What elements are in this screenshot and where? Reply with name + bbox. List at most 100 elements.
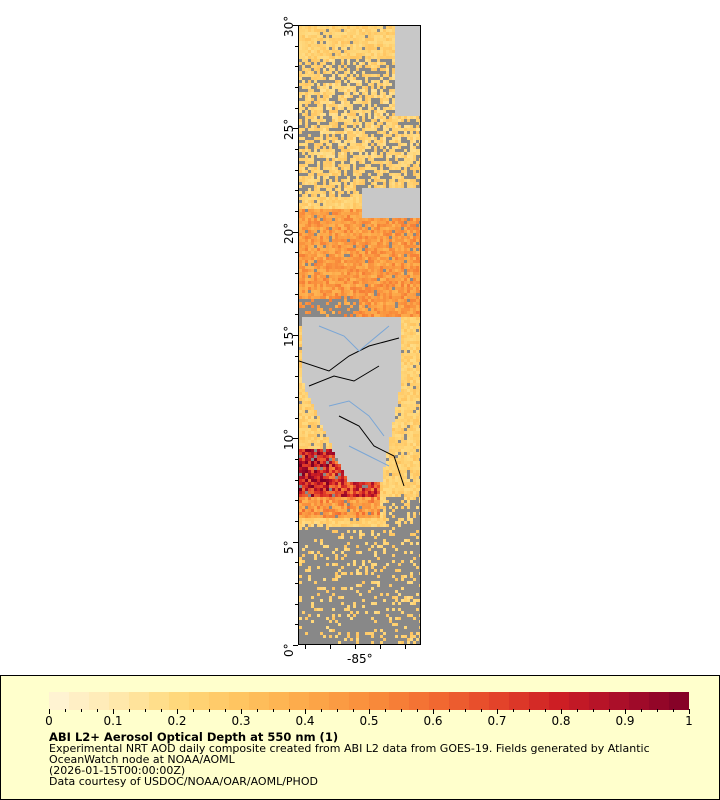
aod-pixel xyxy=(314,251,317,254)
aod-pixel xyxy=(407,167,410,170)
aod-pixel xyxy=(356,26,359,29)
aod-pixel xyxy=(317,245,320,248)
aod-pixel xyxy=(371,266,374,269)
aod-pixel xyxy=(335,347,338,350)
aod-pixel xyxy=(338,176,341,179)
aod-pixel xyxy=(317,308,320,311)
aod-pixel xyxy=(326,71,329,74)
aod-pixel xyxy=(353,68,356,71)
aod-pixel xyxy=(353,326,356,329)
aod-pixel xyxy=(377,197,380,200)
aod-pixel xyxy=(311,218,314,221)
aod-pixel xyxy=(314,131,317,134)
aod-pixel xyxy=(353,374,356,377)
aod-pixel xyxy=(305,374,308,377)
aod-pixel xyxy=(389,230,392,233)
aod-pixel xyxy=(338,224,341,227)
aod-pixel xyxy=(404,281,407,284)
aod-pixel xyxy=(416,317,419,320)
aod-pixel xyxy=(395,338,398,341)
aod-pixel xyxy=(392,113,395,116)
aod-pixel xyxy=(305,113,308,116)
aod-pixel xyxy=(338,155,341,158)
aod-pixel xyxy=(323,131,326,134)
aod-pixel xyxy=(344,389,347,392)
aod-pixel xyxy=(332,341,335,344)
aod-pixel xyxy=(365,74,368,77)
aod-pixel xyxy=(335,80,338,83)
aod-pixel xyxy=(404,293,407,296)
aod-pixel xyxy=(317,365,320,368)
aod-pixel xyxy=(407,47,410,50)
aod-pixel xyxy=(353,86,356,89)
aod-pixel xyxy=(356,92,359,95)
aod-pixel xyxy=(398,209,401,212)
aod-pixel xyxy=(392,146,395,149)
aod-pixel xyxy=(413,101,416,104)
aod-pixel xyxy=(386,80,389,83)
aod-pixel xyxy=(368,257,371,260)
aod-pixel xyxy=(347,347,350,350)
aod-pixel xyxy=(389,233,392,236)
aod-pixel xyxy=(332,326,335,329)
aod-pixel xyxy=(314,227,317,230)
aod-pixel xyxy=(392,356,395,359)
aod-pixel xyxy=(383,176,386,179)
aod-pixel xyxy=(368,362,371,365)
aod-pixel xyxy=(341,92,344,95)
aod-pixel xyxy=(401,365,404,368)
aod-pixel xyxy=(335,338,338,341)
aod-pixel xyxy=(338,140,341,143)
aod-pixel xyxy=(398,149,401,152)
aod-pixel xyxy=(410,149,413,152)
aod-pixel xyxy=(380,98,383,101)
aod-pixel xyxy=(413,59,416,62)
aod-pixel xyxy=(317,98,320,101)
aod-pixel xyxy=(419,35,420,38)
aod-pixel xyxy=(371,254,374,257)
aod-pixel xyxy=(305,182,308,185)
aod-pixel xyxy=(302,272,305,275)
aod-pixel xyxy=(371,167,374,170)
aod-pixel xyxy=(341,29,344,32)
aod-pixel xyxy=(365,227,368,230)
aod-pixel xyxy=(299,104,302,107)
aod-pixel xyxy=(341,89,344,92)
aod-pixel xyxy=(350,110,353,113)
aod-pixel xyxy=(341,341,344,344)
map-panel[interactable] xyxy=(298,25,421,645)
aod-pixel xyxy=(323,200,326,203)
aod-pixel xyxy=(311,341,314,344)
aod-pixel xyxy=(392,335,395,338)
aod-pixel xyxy=(377,302,380,305)
aod-pixel xyxy=(419,368,420,371)
aod-pixel xyxy=(323,326,326,329)
aod-pixel xyxy=(395,218,398,221)
aod-pixel xyxy=(302,290,305,293)
aod-pixel xyxy=(359,140,362,143)
aod-pixel xyxy=(347,284,350,287)
aod-pixel xyxy=(401,110,404,113)
aod-pixel xyxy=(410,356,413,359)
aod-pixel xyxy=(392,248,395,251)
aod-pixel xyxy=(302,89,305,92)
aod-pixel xyxy=(416,209,419,212)
aod-pixel xyxy=(419,371,420,374)
aod-pixel xyxy=(368,29,371,32)
aod-pixel xyxy=(344,272,347,275)
aod-pixel xyxy=(350,215,353,218)
aod-pixel xyxy=(347,101,350,104)
aod-pixel xyxy=(404,191,407,194)
aod-pixel xyxy=(365,257,368,260)
aod-pixel xyxy=(317,305,320,308)
aod-pixel xyxy=(395,134,398,137)
aod-pixel xyxy=(380,203,383,206)
aod-pixel xyxy=(410,128,413,131)
aod-pixel xyxy=(308,386,311,389)
aod-pixel xyxy=(320,77,323,80)
aod-pixel xyxy=(404,341,407,344)
aod-pixel xyxy=(416,260,419,263)
aod-pixel xyxy=(359,41,362,44)
aod-pixel xyxy=(413,227,416,230)
aod-pixel xyxy=(338,203,341,206)
